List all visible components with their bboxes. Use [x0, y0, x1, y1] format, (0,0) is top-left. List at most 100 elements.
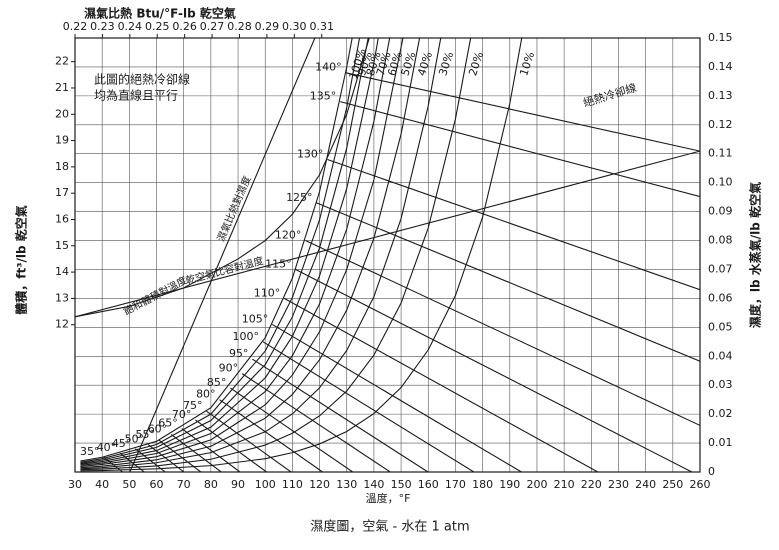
y-tick-label: 18 [55, 160, 69, 173]
curve [80, 38, 369, 464]
y-tick-label: 16 [55, 212, 69, 225]
x2-tick-label: 0.24 [118, 20, 143, 33]
curve [170, 433, 222, 472]
y-tick-label: 13 [55, 291, 69, 304]
y2-tick-label: 0.10 [708, 176, 733, 189]
curve [241, 373, 391, 472]
adiabatic-label: 130° [297, 148, 324, 161]
adiabatic-label: 105° [242, 312, 269, 325]
x-tick-label: 140 [363, 478, 384, 491]
y2-tick-label: 0.08 [708, 234, 733, 247]
adiabatic-label: 35° [80, 445, 100, 458]
x-tick-label: 220 [581, 478, 602, 491]
x-tick-label: 30 [68, 478, 82, 491]
x-tick-label: 260 [690, 478, 711, 491]
y2-tick-label: 0.03 [708, 378, 733, 391]
adiabatic-label: 90° [219, 362, 239, 375]
curve [103, 456, 123, 472]
y-tick-label: 20 [55, 107, 69, 120]
x-axis-label: 溫度，°F [366, 491, 411, 505]
y2-tick-label: 0.06 [708, 291, 733, 304]
curve [230, 387, 354, 472]
x-tick-label: 80 [204, 478, 218, 491]
x2-tick-label: 0.26 [172, 20, 197, 33]
note-background [88, 70, 208, 104]
x-tick-label: 110 [282, 478, 303, 491]
y-tick-label: 17 [55, 186, 69, 199]
adiabatic-label: 125° [286, 191, 313, 204]
curve [271, 323, 522, 472]
curve [305, 240, 700, 426]
adiabatic-label: 50° [125, 433, 145, 446]
adiabatic-label: 115° [265, 257, 292, 270]
x-tick-label: 160 [418, 478, 439, 491]
y-tick-label: 12 [55, 318, 69, 331]
x-tick-label: 180 [472, 478, 493, 491]
x-tick-label: 240 [635, 478, 656, 491]
curve [147, 444, 185, 472]
curve [345, 72, 700, 152]
curve [129, 38, 316, 472]
curve [283, 297, 599, 472]
x-tick-label: 40 [95, 478, 109, 491]
y2-tick-label: 0.09 [708, 205, 733, 218]
y2-tick-label: 0.13 [708, 89, 733, 102]
x2-tick-label: 0.29 [255, 20, 280, 33]
x2-tick-label: 0.31 [309, 20, 334, 33]
note: 均為直線且平行 [94, 88, 178, 103]
adiabatic-label: 60° [148, 422, 168, 435]
curve [195, 419, 267, 472]
x-tick-label: 90 [231, 478, 245, 491]
adiabatic-label: 95° [229, 347, 249, 360]
x-tick-label: 50 [122, 478, 136, 491]
x-tick-label: 150 [391, 478, 412, 491]
x2-tick-label: 0.25 [145, 20, 170, 33]
x-tick-label: 170 [445, 478, 466, 491]
curve [158, 439, 202, 472]
x-tick-label: 230 [608, 478, 629, 491]
curve [181, 428, 241, 472]
x-tick-label: 60 [150, 478, 164, 491]
adiabatic-label: 75° [183, 399, 203, 412]
y-axis-label: 體積，ft³/lb 乾空氣 [14, 205, 29, 314]
y2-tick-label: 0.15 [708, 31, 733, 44]
y2-tick-label: 0.14 [708, 60, 733, 73]
curve [80, 38, 523, 472]
curve [80, 38, 379, 465]
y-tick-label: 22 [55, 55, 69, 68]
chart-title: 濕度圖，空氣 - 水在 1 atm [310, 519, 469, 535]
y2-axis-label: 濕度，lb 水蒸氣/lb 乾空氣 [748, 182, 763, 328]
x2-tick-label: 0.22 [63, 20, 88, 33]
curve [252, 358, 429, 472]
y2-tick-label: 0.01 [708, 436, 733, 449]
y2-tick-label: 0.02 [708, 407, 733, 420]
curve [219, 399, 323, 472]
curve [316, 202, 700, 362]
curve [80, 38, 353, 462]
curve [75, 150, 700, 318]
y2-tick-label: 0.05 [708, 320, 733, 333]
adiabatic-label: 80° [196, 388, 216, 401]
y2-tick-label: 0 [708, 465, 715, 478]
top-axis-label: 濕氣比熱 Btu/°F-lb 乾空氣 [84, 6, 236, 21]
plot-frame [74, 37, 701, 473]
adiabatic-label: 135° [310, 90, 337, 103]
x2-tick-label: 0.27 [200, 20, 225, 33]
y2-tick-label: 0.04 [708, 349, 733, 362]
x2-tick-label: 0.30 [282, 20, 307, 33]
adiabatic-label: 45° [112, 437, 132, 450]
x-tick-label: 100 [255, 478, 276, 491]
curve [262, 341, 475, 472]
y-tick-label: 21 [55, 81, 69, 94]
y2-tick-label: 0.07 [708, 262, 733, 275]
curve [295, 268, 693, 472]
x-tick-label: 70 [177, 478, 191, 491]
adiabatic-label: 110° [254, 286, 281, 299]
x-tick-label: 130 [336, 478, 357, 491]
y-tick-label: 19 [55, 134, 69, 147]
y-tick-label: 15 [55, 239, 69, 252]
adiabatic-label: 40° [97, 441, 117, 454]
adiabatic-label: 100° [233, 330, 260, 343]
curve [80, 38, 391, 466]
adiabatic-label: 140° [315, 61, 342, 74]
